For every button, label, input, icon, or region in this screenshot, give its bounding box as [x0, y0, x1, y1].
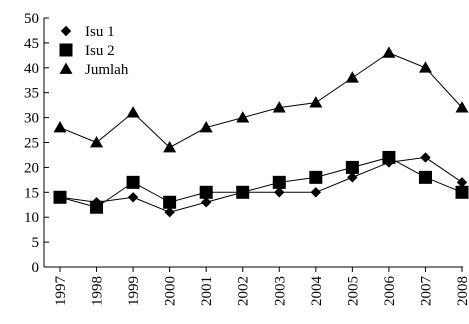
- data-point-jumlah: [455, 101, 469, 113]
- data-point-jumlah: [236, 111, 250, 123]
- x-tick-label: 2008: [455, 276, 469, 306]
- data-point-jumlah: [418, 61, 432, 73]
- data-point-isu-1: [347, 172, 358, 183]
- data-point-isu-1: [127, 192, 139, 203]
- axes: 0 5 10 15 20 25 30 35 40 45 50 1997 1998 1999 2000 2001…: [24, 11, 469, 306]
- series-line-isu-2: [59, 156, 463, 208]
- x-tick-label: 2003: [272, 276, 288, 306]
- legend: Isu 1 Isu 2 Jumlah: [59, 24, 129, 78]
- data-point-jumlah: [272, 101, 286, 113]
- data-point-isu-2: [199, 185, 213, 199]
- series-line-isu-1: [59, 156, 463, 213]
- x-tick-label: 2000: [163, 276, 179, 306]
- data-point-jumlah: [163, 140, 177, 153]
- data-point-isu-2: [382, 150, 396, 164]
- y-tick-label: 35: [24, 86, 39, 102]
- data-point-jumlah: [199, 121, 213, 133]
- y-tick-label: 50: [24, 11, 39, 27]
- data-point-jumlah: [382, 46, 396, 58]
- data-point-isu-2: [163, 195, 177, 209]
- data-point-jumlah: [345, 71, 359, 83]
- data-point-isu-2: [53, 190, 67, 204]
- x-tick-label: 2004: [309, 276, 325, 307]
- y-tick-label: 40: [24, 61, 39, 77]
- data-point-jumlah: [126, 106, 140, 118]
- data-point-isu-2: [418, 170, 432, 184]
- legend-marker-jumlah: [59, 62, 73, 74]
- x-tick-label: 2005: [345, 276, 361, 306]
- y-tick-label: 5: [32, 235, 40, 251]
- y-tick-label: 0: [32, 260, 40, 276]
- x-tick-label: 2006: [382, 276, 398, 307]
- data-point-isu-1: [310, 187, 322, 198]
- data-point-jumlah: [309, 96, 323, 108]
- data-point-isu-2: [236, 185, 250, 199]
- data-point-isu-1: [456, 177, 468, 188]
- legend-label: Isu 1: [85, 24, 115, 40]
- y-tick-label: 15: [24, 185, 39, 201]
- y-tick-label: 45: [24, 36, 39, 52]
- series-layer: [53, 46, 469, 218]
- x-tick-label: 2002: [236, 276, 252, 306]
- data-point-isu-2: [455, 185, 469, 199]
- data-point-isu-2: [309, 170, 323, 184]
- x-tick-label: 1997: [53, 276, 69, 307]
- x-tick-label: 2001: [199, 276, 215, 306]
- legend-label: Isu 2: [85, 43, 115, 59]
- y-tick-label: 30: [24, 111, 39, 127]
- y-tick-label: 10: [24, 210, 39, 226]
- data-point-isu-2: [90, 200, 104, 214]
- data-point-isu-2: [126, 175, 140, 189]
- legend-label: Jumlah: [85, 62, 129, 78]
- legend-marker-isu-1: [60, 25, 72, 37]
- x-tick-label: 1998: [90, 276, 106, 306]
- data-point-isu-1: [200, 197, 212, 208]
- y-tick-label: 20: [24, 160, 39, 176]
- data-point-jumlah: [53, 121, 67, 133]
- x-tick-label: 2007: [418, 276, 434, 307]
- data-point-isu-1: [164, 207, 175, 218]
- data-point-isu-2: [272, 175, 286, 189]
- data-point-isu-2: [345, 160, 359, 174]
- data-point-jumlah: [90, 136, 104, 148]
- data-point-isu-1: [274, 187, 285, 198]
- series-line-jumlah: [59, 52, 463, 149]
- x-tick-label: 1999: [126, 276, 142, 306]
- data-point-isu-1: [420, 152, 431, 163]
- legend-marker-isu-2: [59, 43, 73, 57]
- y-tick-label: 25: [24, 136, 39, 152]
